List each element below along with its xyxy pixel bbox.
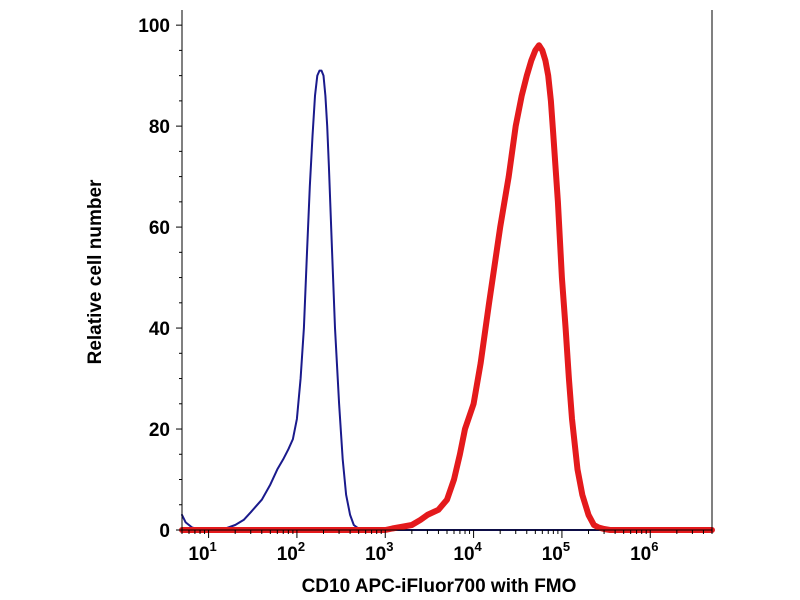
x-tick-exponent: 6 [651,539,658,554]
x-tick-exponent: 3 [386,539,393,554]
y-tick-label: 0 [159,521,170,542]
x-tick-exponent: 4 [475,539,483,554]
x-tick-exponent: 1 [210,539,217,554]
x-tick-exponent: 5 [563,539,570,554]
histogram-series-2 [179,42,715,533]
y-tick-label: 60 [149,218,170,239]
y-tick-label: 40 [149,319,170,340]
y-tick-label: 20 [149,420,170,441]
series-layer [179,42,715,533]
x-tick-exponent: 2 [298,539,305,554]
y-tick-label: 80 [149,117,170,138]
x-axis-title: CD10 APC-iFluor700 with FMO [302,576,577,597]
y-axis-title: Relative cell number [85,179,106,364]
x-tick-label: 103 [365,539,393,565]
y-tick-label: 100 [138,16,170,37]
